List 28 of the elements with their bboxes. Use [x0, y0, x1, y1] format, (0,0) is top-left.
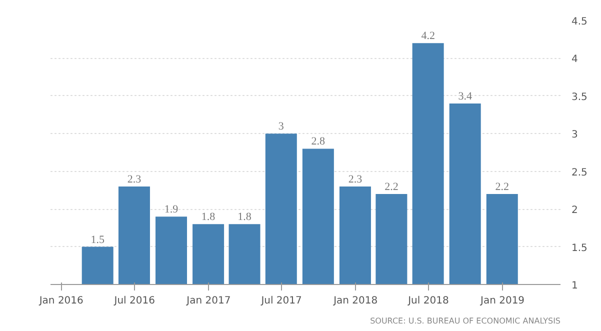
x-tick-label: Jul 2017 — [260, 296, 302, 306]
data-label: 4.2 — [421, 30, 435, 42]
x-tick-label: Jan 2017 — [186, 296, 231, 306]
x-tick-label: Jan 2018 — [332, 296, 378, 306]
y-tick-label: 3 — [572, 130, 578, 141]
source-note: SOURCE: U.S. BUREAU OF ECONOMIC ANALYSIS — [370, 316, 560, 326]
y-tick-label: 4 — [572, 54, 578, 66]
y-tick-label: 2.5 — [572, 167, 588, 178]
y-tick-label: 1 — [572, 280, 578, 292]
data-label: 1.8 — [201, 211, 216, 224]
data-label: 2.3 — [127, 173, 142, 186]
x-tick-label: Jul 2016 — [113, 296, 155, 306]
data-label: 2.3 — [348, 173, 363, 186]
data-label: 1.9 — [164, 204, 179, 216]
x-tick-label: Jan 2019 — [480, 296, 525, 306]
data-label: 3 — [278, 120, 284, 133]
x-tick-label: Jan 2016 — [38, 296, 84, 306]
data-label: 1.8 — [238, 211, 252, 224]
data-label: 2.8 — [311, 136, 326, 148]
data-label: 2.2 — [384, 180, 398, 193]
data-label: 3.4 — [458, 90, 472, 102]
data-label: 1.5 — [90, 234, 105, 246]
data-label: 2.2 — [495, 180, 510, 193]
x-tick-label: Jul 2018 — [407, 296, 449, 306]
y-tick-label: 3.5 — [572, 92, 588, 103]
y-tick-label: 2 — [572, 205, 578, 216]
y-tick-label: 4.5 — [572, 16, 588, 28]
y-tick-label: 1.5 — [572, 242, 588, 254]
